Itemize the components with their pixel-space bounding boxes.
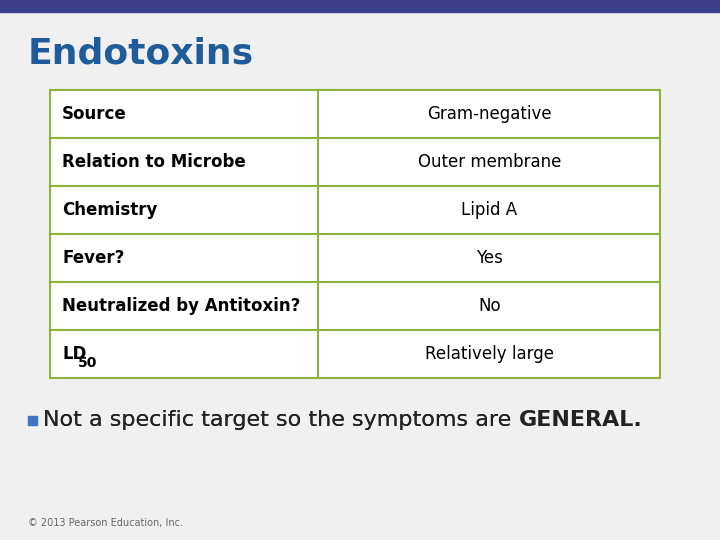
Text: Relatively large: Relatively large xyxy=(425,345,554,363)
Text: Relation to Microbe: Relation to Microbe xyxy=(62,153,246,171)
Text: Lipid A: Lipid A xyxy=(461,201,517,219)
Bar xyxy=(0,0,720,12)
Text: GENERAL.: GENERAL. xyxy=(518,410,642,430)
Text: LD: LD xyxy=(62,345,86,363)
Text: Endotoxins: Endotoxins xyxy=(28,36,254,70)
Text: © 2013 Pearson Education, Inc.: © 2013 Pearson Education, Inc. xyxy=(28,518,183,528)
Bar xyxy=(50,90,660,378)
Bar xyxy=(28,415,37,424)
Text: Not a specific target so the symptoms are: Not a specific target so the symptoms ar… xyxy=(43,410,518,430)
Text: 50: 50 xyxy=(78,356,98,370)
Text: Neutralized by Antitoxin?: Neutralized by Antitoxin? xyxy=(62,297,300,315)
Text: No: No xyxy=(478,297,500,315)
Text: Fever?: Fever? xyxy=(62,249,125,267)
Bar xyxy=(50,90,660,378)
Text: Gram-negative: Gram-negative xyxy=(427,105,552,123)
Text: Source: Source xyxy=(62,105,127,123)
Text: Chemistry: Chemistry xyxy=(62,201,158,219)
Text: Not a specific target so the symptoms are: Not a specific target so the symptoms ar… xyxy=(43,410,518,430)
Text: Yes: Yes xyxy=(476,249,503,267)
Text: Outer membrane: Outer membrane xyxy=(418,153,561,171)
